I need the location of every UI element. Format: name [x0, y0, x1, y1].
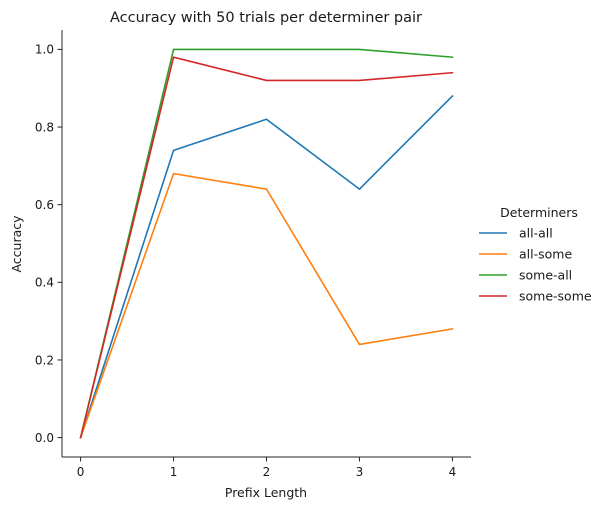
series-line-some-some [79, 56, 454, 439]
legend-title: Determiners [500, 205, 578, 220]
x-tick-label: 4 [449, 465, 457, 479]
y-tick-label: 0.2 [35, 353, 54, 367]
x-tick-label: 1 [170, 465, 178, 479]
x-tick-label: 2 [263, 465, 271, 479]
y-tick-label: 0.6 [35, 198, 54, 212]
y-tick-label: 0.4 [35, 276, 54, 290]
y-tick-label: 0.8 [35, 120, 54, 134]
legend: Determiners all-all all-some some-all some-… [479, 205, 592, 303]
legend-label-some-all: some-all [519, 267, 572, 282]
y-tick-label: 1.0 [35, 43, 54, 57]
plot-area: 0.0 0.2 0.4 0.6 0.8 1.0 0 1 2 3 4 [35, 30, 471, 479]
legend-label-all-all: all-all [519, 225, 553, 240]
x-tick-label: 0 [77, 465, 85, 479]
x-tick-label: 3 [356, 465, 364, 479]
series-line-all-all [79, 94, 454, 439]
y-tick-label: 0.0 [35, 431, 54, 445]
x-axis-label: Prefix Length [225, 485, 307, 500]
y-axis-label: Accuracy [9, 215, 24, 273]
series-line-all-some [79, 172, 454, 439]
chart-title: Accuracy with 50 trials per determiner p… [110, 10, 422, 26]
series-line-some-all [79, 48, 454, 439]
legend-label-some-some: some-some [519, 288, 592, 303]
legend-label-all-some: all-some [519, 246, 572, 261]
